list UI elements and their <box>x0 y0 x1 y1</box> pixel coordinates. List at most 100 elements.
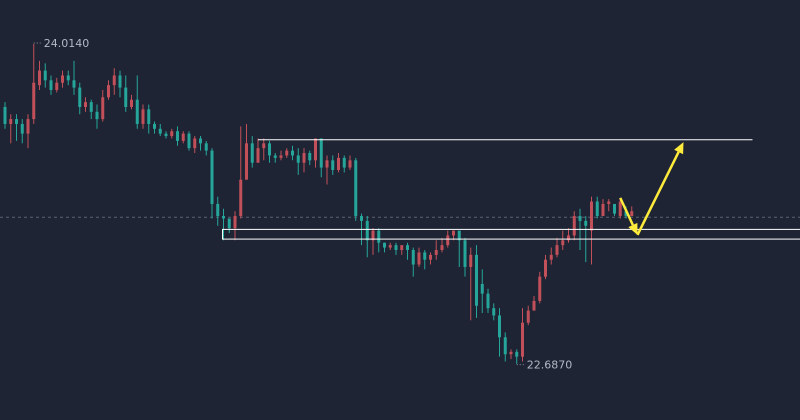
candle <box>187 131 191 151</box>
candle-body <box>199 138 202 144</box>
candle <box>521 308 524 362</box>
candle-body <box>595 201 599 217</box>
candle <box>342 155 346 173</box>
candle <box>273 153 277 163</box>
candle-body <box>325 160 329 168</box>
candle-body <box>342 157 346 168</box>
arrow-shaft <box>636 151 680 236</box>
candle-body <box>101 97 105 120</box>
candle <box>26 114 30 149</box>
candle <box>55 77 59 93</box>
candle-body <box>26 119 30 134</box>
candle <box>400 245 404 255</box>
candle <box>181 131 185 144</box>
candle-body <box>457 230 461 241</box>
candle-body <box>572 216 576 236</box>
low-price-label: 22.6870 <box>527 359 573 372</box>
candle-body <box>164 133 168 137</box>
candle <box>544 254 547 280</box>
candle-body <box>371 230 375 241</box>
candle-body <box>296 155 300 163</box>
candle-body <box>377 230 381 243</box>
candle-body <box>452 230 455 236</box>
candle-body <box>49 80 53 90</box>
candle <box>463 237 467 277</box>
candle-body <box>423 252 427 260</box>
candle <box>95 104 99 129</box>
candle <box>141 104 145 129</box>
candle-body <box>89 102 93 112</box>
candle-body <box>607 201 611 204</box>
candle-body <box>498 315 501 338</box>
candle <box>411 247 415 277</box>
candle-body <box>308 153 312 161</box>
annotation-arrow[interactable] <box>636 142 684 236</box>
candle-body <box>78 87 82 107</box>
candle-body <box>526 310 530 323</box>
candle-body <box>216 203 220 217</box>
candle <box>210 148 214 219</box>
candle <box>423 250 427 270</box>
annotation-arrow[interactable] <box>619 197 638 235</box>
candle <box>285 148 289 158</box>
candles-group <box>3 43 634 364</box>
candle-body <box>383 242 386 248</box>
candle <box>279 150 283 161</box>
candle-body <box>567 235 570 241</box>
candle <box>434 240 438 260</box>
candle <box>383 242 386 253</box>
candle <box>630 206 634 217</box>
candle <box>118 70 122 98</box>
candle-body <box>124 87 128 107</box>
candle <box>170 128 174 139</box>
candle-body <box>440 245 444 250</box>
candle <box>469 247 473 321</box>
candle-body <box>250 143 254 163</box>
candle <box>337 153 340 173</box>
candle-body <box>262 143 266 149</box>
arrow-head <box>674 142 684 155</box>
candle-body <box>613 203 616 214</box>
candle-body <box>38 70 41 86</box>
candle-body <box>561 240 565 246</box>
candle-body <box>193 138 197 149</box>
candle <box>245 123 248 180</box>
candle-body <box>584 220 588 226</box>
annotation-arrows[interactable] <box>619 142 684 236</box>
candle <box>216 196 220 226</box>
candle-body <box>624 211 628 217</box>
candle-body <box>446 235 450 246</box>
candle-body <box>469 254 473 267</box>
candle <box>89 99 93 120</box>
candle <box>72 60 76 95</box>
candle <box>124 75 128 112</box>
candle <box>325 155 329 185</box>
candle <box>222 208 225 241</box>
candle-body <box>187 133 191 149</box>
candle-body <box>233 216 237 229</box>
candle <box>567 228 570 243</box>
support-zone-rectangle[interactable] <box>222 228 800 240</box>
candle-body <box>279 155 283 158</box>
candle-body <box>532 300 536 311</box>
candle <box>135 75 139 129</box>
candle <box>49 75 53 95</box>
candle <box>84 97 87 112</box>
candle-body <box>256 148 260 163</box>
candle-body <box>578 216 582 221</box>
candle <box>509 349 513 360</box>
candle <box>549 247 553 265</box>
candle-body <box>492 308 496 316</box>
candle <box>572 211 576 241</box>
candle <box>601 199 605 217</box>
candle <box>20 119 24 144</box>
candle-body <box>72 80 76 88</box>
candle-body <box>285 150 289 156</box>
high-price-label: 24.0140 <box>44 37 90 50</box>
candle-body <box>463 240 467 267</box>
candle-body <box>158 128 162 134</box>
candle <box>561 230 565 250</box>
candle <box>590 196 593 265</box>
candle <box>112 68 116 95</box>
candle <box>239 126 243 219</box>
